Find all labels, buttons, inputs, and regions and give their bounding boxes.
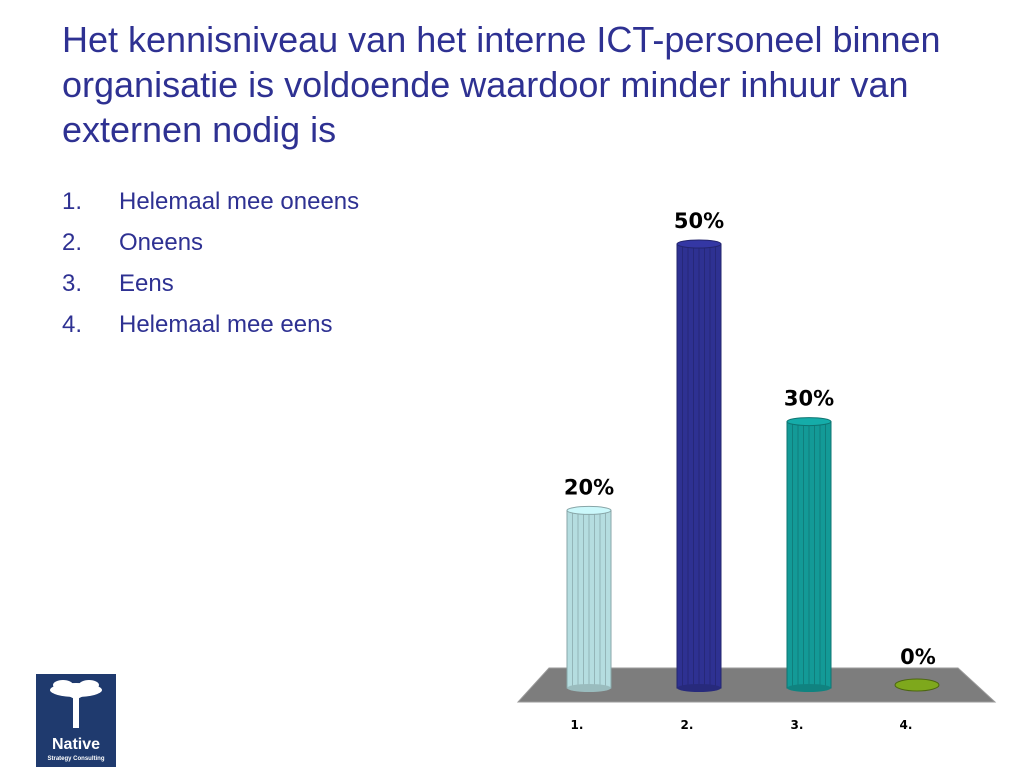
answer-option: 2. Oneens [62,227,359,268]
option-label: Helemaal mee eens [119,311,333,338]
bar-top [676,239,722,249]
labels-layer: 20% 1. 50% 2. 30% 3. 0% 4. [564,209,936,732]
bar-4 [894,678,940,692]
tree-icon [50,680,102,728]
category-label: 1. [571,718,584,732]
bar-base [677,684,721,692]
native-logo: Native Strategy Consulting [36,674,116,767]
data-label: 20% [564,475,614,499]
category-label: 3. [791,718,804,732]
data-label: 0% [900,645,936,669]
option-number: 4. [62,311,83,338]
slide-title: Het kennisniveau van het interne ICT-per… [62,19,941,150]
answer-option: 1. Helemaal mee oneens [62,186,359,227]
answer-options-list: 1. Helemaal mee oneens 2. Oneens 3. Eens 4.… [62,186,359,350]
logo-name: Native [51,736,101,753]
bars-layer [566,239,940,692]
answer-option: 3. Eens [62,268,359,309]
logo-tagline: Strategy Consulting [47,756,105,762]
bar-base [567,684,611,692]
bar-top [786,417,832,427]
bar-base [787,684,831,692]
category-label: 2. [681,718,694,732]
option-label: Helemaal mee oneens [119,188,360,215]
option-number: 2. [62,229,83,256]
answer-option: 4. Helemaal mee eens [62,309,359,350]
data-label: 30% [784,387,834,411]
category-label: 4. [900,718,913,732]
data-label: 50% [674,209,724,233]
bar-top [566,505,612,515]
option-number: 1. [62,188,83,215]
option-number: 3. [62,270,83,297]
option-label: Eens [119,270,174,297]
option-label: Oneens [119,229,204,256]
